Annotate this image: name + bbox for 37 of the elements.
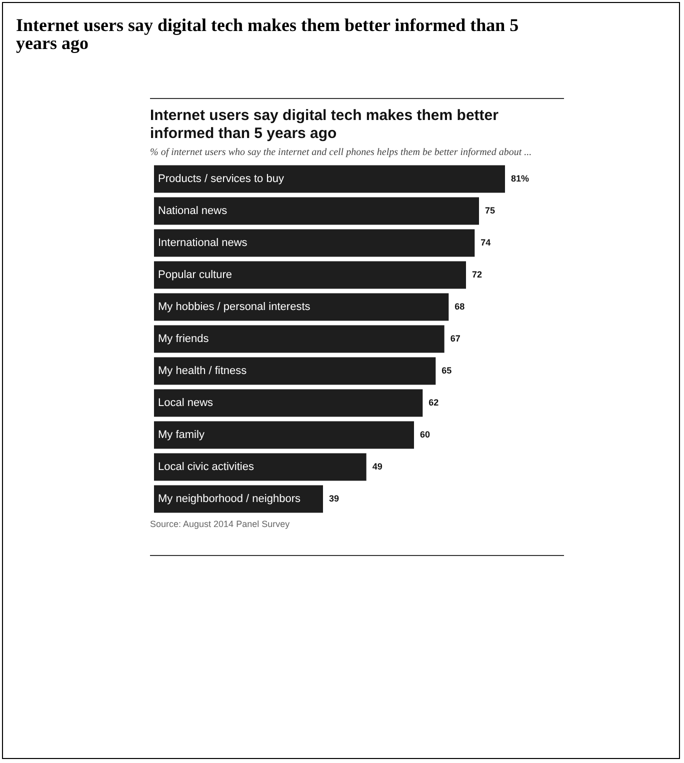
bar <box>154 197 479 225</box>
data-label: 60 <box>420 429 430 440</box>
y-tick-label: My health / fitness <box>158 365 248 378</box>
data-label: 72 <box>472 269 482 280</box>
y-tick-label: My family <box>158 429 205 442</box>
data-label: 67 <box>450 333 460 344</box>
chart-subtitle: % of internet users who say the internet and cell phones helps them be better informed about ... <box>150 147 533 159</box>
y-tick-label: My friends <box>158 333 210 346</box>
data-label: 81% <box>511 173 530 184</box>
data-label: 39 <box>329 493 340 504</box>
data-label: 74 <box>480 237 491 248</box>
text: Internet users say digital tech makes them better informed than 5 years ago <box>16 15 520 53</box>
bar <box>154 421 414 449</box>
source-note: Source: August 2014 Panel Survey <box>150 519 291 529</box>
y-tick-label: My neighborhood / neighbors <box>158 493 301 506</box>
bar <box>154 389 423 417</box>
data-label: 62 <box>428 397 439 408</box>
data-label: 75 <box>485 205 496 216</box>
y-tick-label: Local news <box>158 397 214 410</box>
bar <box>154 485 323 513</box>
bar <box>154 357 436 385</box>
bar <box>154 453 366 481</box>
y-tick-label: Local civic activities <box>158 461 254 474</box>
bar <box>154 229 475 257</box>
bar <box>154 261 466 289</box>
y-tick-label: National news <box>158 205 228 218</box>
y-tick-label: Popular culture <box>158 269 232 282</box>
bar <box>154 325 444 353</box>
y-tick-label: My hobbies / personal interests <box>158 301 311 314</box>
bar <box>154 293 449 321</box>
data-label: 65 <box>442 365 452 376</box>
bar <box>154 165 505 193</box>
chart-title: Internet users say digital tech makes them better informed than 5 years ago <box>150 107 500 143</box>
y-tick-label: Products / services to buy <box>158 173 284 186</box>
data-label: 49 <box>372 461 382 472</box>
data-label: 68 <box>454 301 465 312</box>
y-tick-label: International news <box>158 237 248 250</box>
